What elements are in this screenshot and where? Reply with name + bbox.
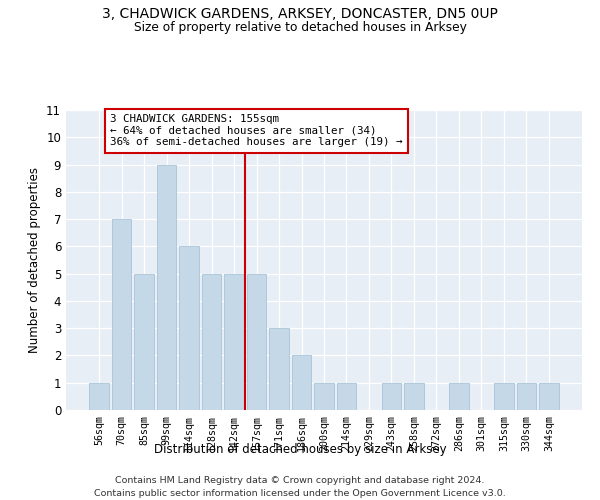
Text: 3, CHADWICK GARDENS, ARKSEY, DONCASTER, DN5 0UP: 3, CHADWICK GARDENS, ARKSEY, DONCASTER, … [102, 8, 498, 22]
Bar [292, 356, 311, 410]
Text: Distribution of detached houses by size in Arksey: Distribution of detached houses by size … [154, 442, 446, 456]
Bar [202, 274, 221, 410]
Bar [247, 274, 266, 410]
Text: Size of property relative to detached houses in Arksey: Size of property relative to detached ho… [134, 21, 466, 34]
Bar [224, 274, 244, 410]
Text: 3 CHADWICK GARDENS: 155sqm
← 64% of detached houses are smaller (34)
36% of semi: 3 CHADWICK GARDENS: 155sqm ← 64% of deta… [110, 114, 403, 148]
Text: Contains HM Land Registry data © Crown copyright and database right 2024.
Contai: Contains HM Land Registry data © Crown c… [94, 476, 506, 498]
Bar [134, 274, 154, 410]
Bar [449, 382, 469, 410]
Y-axis label: Number of detached properties: Number of detached properties [28, 167, 41, 353]
Bar [314, 382, 334, 410]
Bar [269, 328, 289, 410]
Bar [404, 382, 424, 410]
Bar [157, 164, 176, 410]
Bar [494, 382, 514, 410]
Bar [112, 219, 131, 410]
Bar [382, 382, 401, 410]
Bar [517, 382, 536, 410]
Bar [179, 246, 199, 410]
Bar [539, 382, 559, 410]
Bar [337, 382, 356, 410]
Bar [89, 382, 109, 410]
